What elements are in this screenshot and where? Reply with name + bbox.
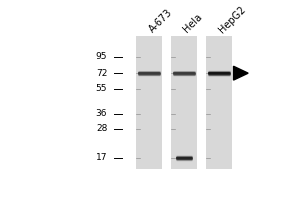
Polygon shape [233, 66, 248, 80]
Text: 55: 55 [96, 84, 107, 93]
Bar [171, 36, 197, 169]
Text: Hela: Hela [182, 12, 204, 35]
Text: 95: 95 [96, 52, 107, 61]
Text: HepG2: HepG2 [217, 4, 247, 35]
Text: 28: 28 [96, 124, 107, 133]
Text: 36: 36 [96, 109, 107, 118]
Text: 17: 17 [96, 153, 107, 162]
Text: A-673: A-673 [147, 8, 174, 35]
Bar [136, 36, 162, 169]
Bar [206, 36, 232, 169]
Text: 72: 72 [96, 69, 107, 78]
